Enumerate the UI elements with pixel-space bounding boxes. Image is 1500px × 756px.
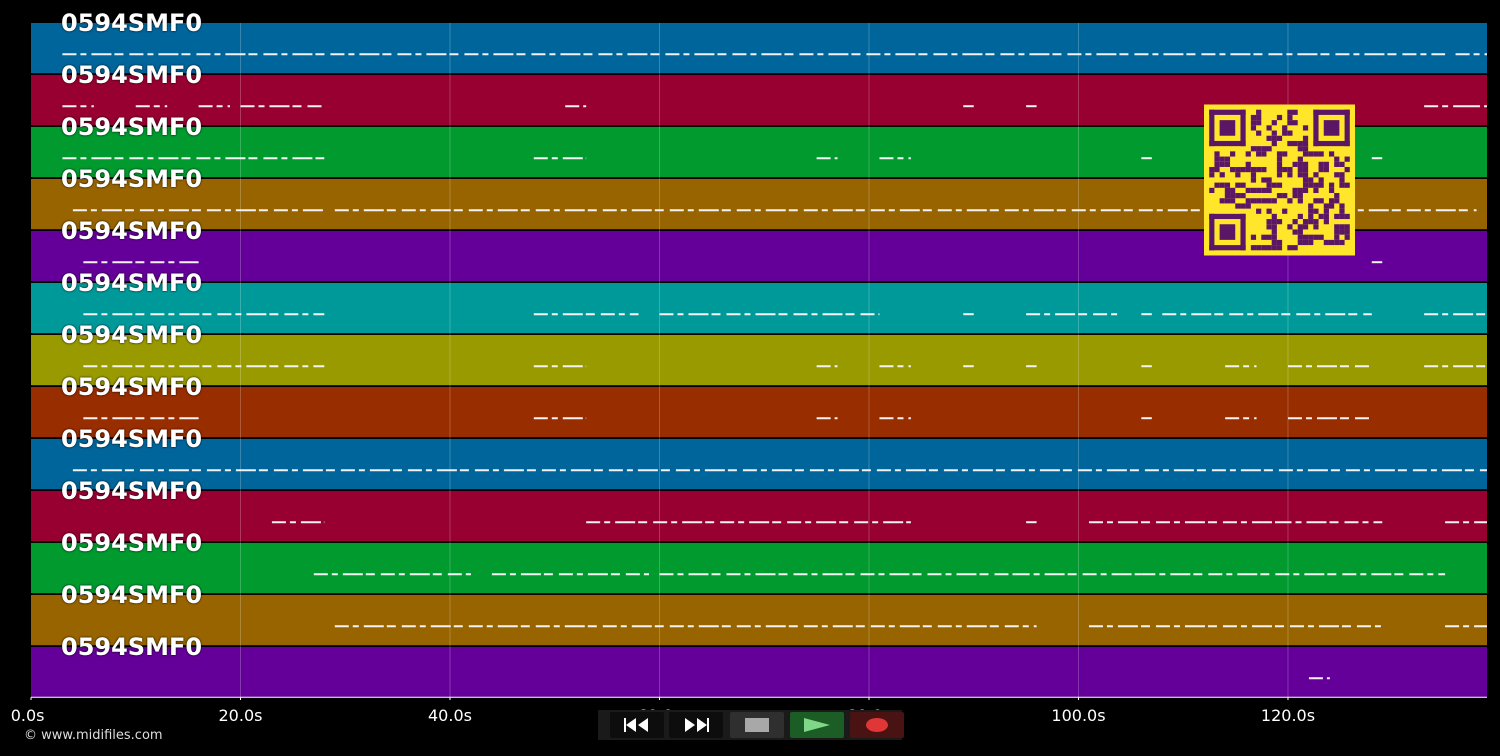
time-tick-label: 100.0s bbox=[1051, 706, 1106, 725]
rewind-button[interactable] bbox=[610, 712, 664, 738]
track-label: 0594SMF0 bbox=[61, 633, 203, 661]
track-label: 0594SMF0 bbox=[61, 61, 203, 89]
track-lane bbox=[31, 335, 1487, 386]
track-lane bbox=[31, 439, 1487, 490]
track-label: 0594SMF0 bbox=[61, 165, 203, 193]
track-label: 0594SMF0 bbox=[61, 477, 203, 505]
stop-button[interactable] bbox=[730, 712, 784, 738]
time-tick-label: 0.0s bbox=[10, 706, 45, 725]
play-button[interactable] bbox=[790, 712, 844, 738]
track-label: 0594SMF0 bbox=[61, 9, 203, 37]
record-button[interactable] bbox=[850, 712, 904, 738]
stop-icon bbox=[745, 718, 769, 732]
fast-forward-icon bbox=[685, 718, 709, 732]
time-tick-label: 40.0s bbox=[428, 706, 472, 725]
track-lane bbox=[31, 543, 1487, 594]
track-lane bbox=[31, 491, 1487, 542]
track-lane bbox=[31, 647, 1487, 698]
track-label: 0594SMF0 bbox=[61, 321, 203, 349]
track-lane bbox=[31, 595, 1487, 646]
qr-code bbox=[1204, 104, 1355, 256]
track-label: 0594SMF0 bbox=[61, 113, 203, 141]
rewind-icon bbox=[624, 718, 648, 732]
track-label: 0594SMF0 bbox=[61, 529, 203, 557]
track-label: 0594SMF0 bbox=[61, 269, 203, 297]
track-label: 0594SMF0 bbox=[61, 425, 203, 453]
track-label: 0594SMF0 bbox=[61, 217, 203, 245]
transport-controls bbox=[598, 710, 904, 740]
fast-forward-button[interactable] bbox=[669, 712, 723, 738]
record-icon bbox=[866, 718, 888, 732]
copyright-text: © www.midifiles.com bbox=[24, 728, 163, 743]
track-lane bbox=[31, 283, 1487, 334]
time-tick-label: 20.0s bbox=[218, 706, 263, 725]
play-icon bbox=[804, 718, 830, 732]
track-lane bbox=[31, 23, 1487, 74]
track-label: 0594SMF0 bbox=[61, 373, 203, 401]
time-tick-label: 120.0s bbox=[1260, 706, 1316, 725]
track-lane bbox=[31, 387, 1487, 438]
track-label: 0594SMF0 bbox=[61, 581, 203, 609]
